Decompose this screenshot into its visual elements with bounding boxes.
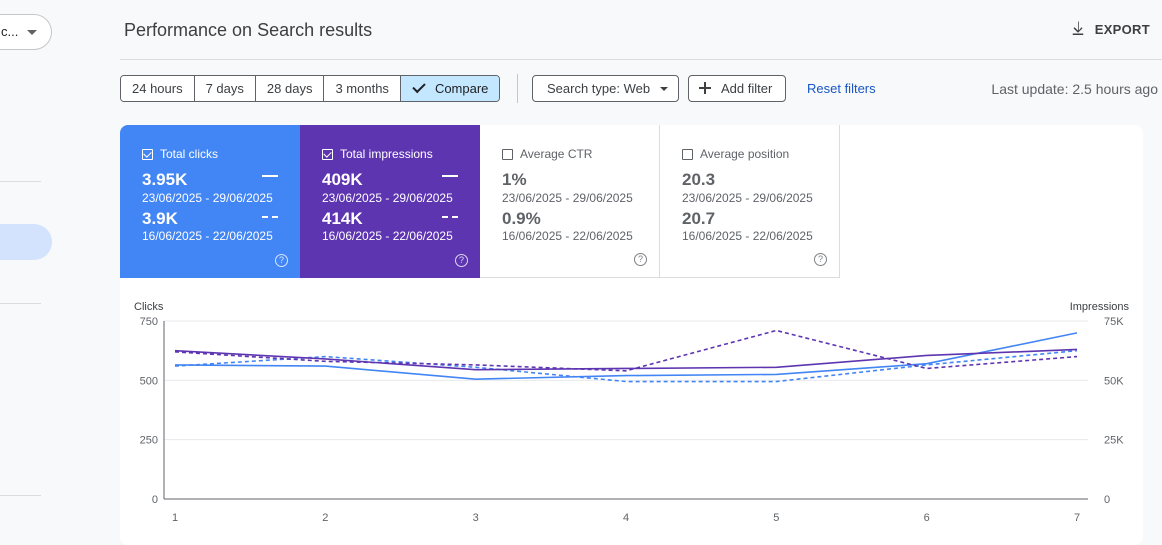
export-label: EXPORT (1094, 21, 1150, 37)
export-button[interactable]: EXPORT (1069, 20, 1150, 38)
metric-date-range: 23/06/2025 - 29/06/2025 (502, 191, 633, 205)
metric-compare-value: 414K (322, 209, 363, 228)
y-tick-right: 0 (1104, 494, 1110, 506)
metric-date-range: 23/06/2025 - 29/06/2025 (142, 191, 273, 205)
metric-compare-date-range: 16/06/2025 - 22/06/2025 (142, 229, 273, 243)
metric-value: 409K (322, 170, 363, 189)
help-icon[interactable]: ? (275, 254, 288, 267)
y-tick-left: 0 (152, 494, 158, 506)
compare-label: Compare (434, 81, 489, 96)
download-icon (1072, 21, 1083, 35)
checkbox-icon[interactable] (322, 148, 333, 160)
clicks-solid-series-line (174, 332, 1078, 380)
metric-total-clicks[interactable]: Total clicks 3.95K 23/06/2025 - 29/06/20… (120, 125, 300, 278)
metric-compare-date-range: 16/06/2025 - 22/06/2025 (322, 229, 453, 243)
metric-date-range: 23/06/2025 - 29/06/2025 (682, 191, 813, 205)
metric-compare-value: 3.9K (142, 209, 178, 228)
metric-value: 20.3 (682, 170, 716, 189)
chevron-down-icon (660, 87, 669, 91)
add-filter-button[interactable]: Add filter (688, 75, 787, 102)
checkbox-icon[interactable] (682, 148, 693, 160)
last-update-text: Last update: 2.5 hours ago (991, 81, 1158, 97)
header-divider (120, 59, 1162, 60)
plus-icon (699, 82, 711, 94)
metric-compare-date-range: 16/06/2025 - 22/06/2025 (682, 229, 813, 243)
search-type-dropdown[interactable]: Search type: Web (532, 75, 680, 102)
nav-divider (0, 303, 41, 304)
y-tick-right: 75K (1104, 316, 1124, 328)
property-selector-label: c... (1, 24, 19, 39)
help-icon[interactable]: ? (814, 253, 827, 266)
clicks-dashed-series-line (174, 349, 1078, 383)
nav-divider (0, 495, 41, 496)
performance-chart: Clicks Impressions 0 0 250 25K 500 50K 750 75K 1 2 3… (120, 293, 1143, 545)
check-icon (412, 79, 426, 94)
solid-line-legend-icon (262, 175, 278, 177)
solid-line-legend-icon (442, 175, 458, 177)
checkbox-icon[interactable] (142, 148, 153, 160)
metric-compare-date-range: 16/06/2025 - 22/06/2025 (502, 229, 633, 243)
x-tick-label: 5 (773, 512, 779, 524)
compare-button[interactable]: Compare (400, 76, 500, 101)
metric-label: Average position (700, 147, 790, 161)
y-tick-left: 250 (140, 435, 158, 447)
left-navigation: c... (0, 0, 100, 536)
metric-value: 3.95K (142, 170, 188, 189)
chevron-down-icon (27, 30, 37, 35)
range-24-hours[interactable]: 24 hours (121, 76, 195, 101)
x-tick-label: 2 (322, 512, 328, 524)
nav-divider (0, 181, 41, 182)
metric-label: Total clicks (160, 147, 219, 161)
metric-value: 1% (502, 170, 527, 189)
y-tick-right: 25K (1104, 435, 1124, 447)
x-tick-label: 6 (924, 512, 930, 524)
metric-compare-value: 20.7 (682, 209, 716, 228)
range-7-days[interactable]: 7 days (194, 76, 256, 101)
y-axis-left-label: Clicks (134, 301, 164, 313)
metric-compare-value: 0.9% (502, 209, 541, 228)
help-icon[interactable]: ? (455, 254, 468, 267)
performance-card: Total clicks 3.95K 23/06/2025 - 29/06/20… (120, 125, 1143, 545)
y-tick-right: 50K (1104, 375, 1124, 387)
x-tick-label: 1 (172, 512, 178, 524)
date-range-selector: 24 hours 7 days 28 days 3 months Compare (120, 75, 501, 102)
impressions-dashed-series-line (174, 329, 1078, 372)
impressions-solid-series-line (174, 348, 1078, 371)
range-3-months[interactable]: 3 months (324, 76, 401, 101)
metric-date-range: 23/06/2025 - 29/06/2025 (322, 191, 453, 205)
metric-label: Total impressions (340, 147, 433, 161)
x-tick-label: 3 (473, 512, 479, 524)
y-tick-left: 750 (140, 316, 158, 328)
performance-chart-svg: Clicks Impressions 0 0 250 25K 500 50K 750 75K 1 2 3… (134, 301, 1130, 524)
checkbox-icon[interactable] (502, 148, 513, 160)
y-tick-left: 500 (140, 375, 158, 387)
dashed-line-legend-icon (262, 216, 278, 218)
x-tick-label: 4 (623, 512, 629, 524)
add-filter-label: Add filter (721, 81, 773, 96)
range-28-days[interactable]: 28 days (255, 76, 325, 101)
metric-average-position[interactable]: Average position 20.3 23/06/2025 - 29/06… (660, 125, 840, 278)
toolbar-divider (517, 74, 518, 103)
metric-total-impressions[interactable]: Total impressions 409K 23/06/2025 - 29/0… (300, 125, 480, 278)
sidebar-item-active[interactable] (0, 224, 52, 260)
reset-filters-link[interactable]: Reset filters (807, 81, 876, 96)
metric-average-ctr[interactable]: Average CTR 1% 23/06/2025 - 29/06/2025 0… (480, 125, 660, 278)
page-title: Performance on Search results (124, 20, 373, 40)
metric-label: Average CTR (520, 147, 593, 161)
help-icon[interactable]: ? (634, 253, 647, 266)
property-selector[interactable]: c... (0, 14, 52, 50)
dashed-line-legend-icon (442, 216, 458, 218)
search-type-label: Search type: Web (547, 81, 651, 96)
x-tick-label: 7 (1074, 512, 1080, 524)
y-axis-right-label: Impressions (1070, 301, 1130, 313)
